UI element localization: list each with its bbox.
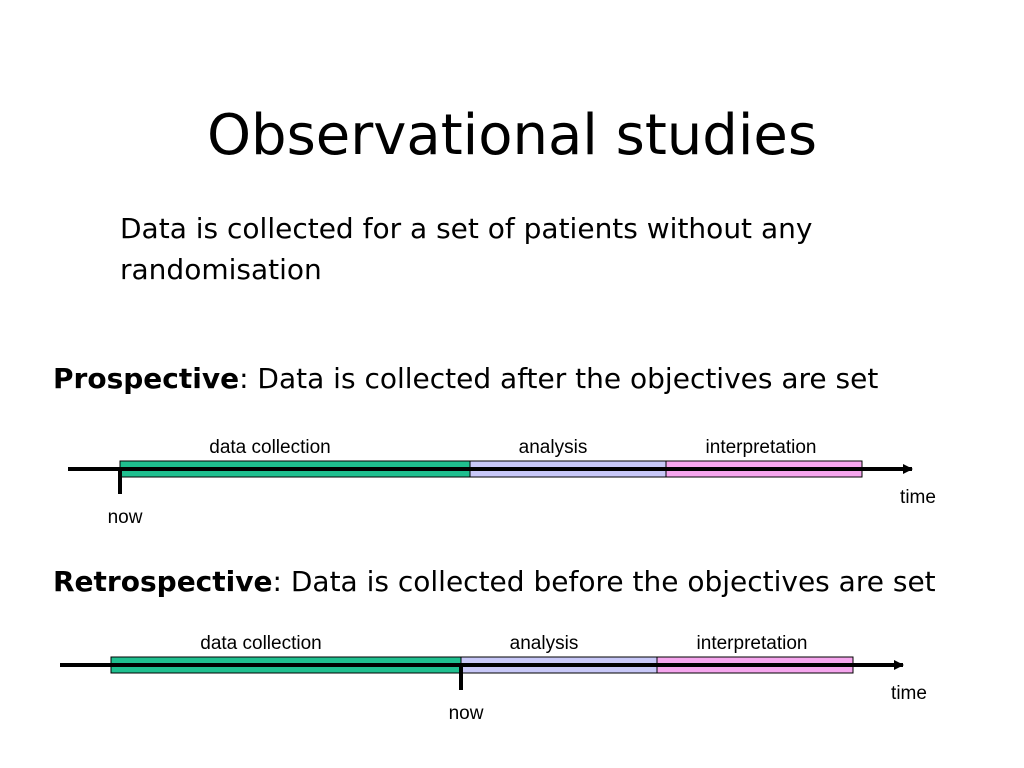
retrospective-phase-label: analysis [510, 633, 579, 654]
prospective-phase-label: data collection [209, 437, 330, 458]
prospective-now-label: now [108, 507, 143, 528]
prospective-phase-label: interpretation [706, 437, 817, 458]
retrospective-definition: : Data is collected before the objective… [272, 565, 936, 598]
prospective-term: Prospective [53, 362, 240, 395]
retrospective-now-label: now [449, 703, 484, 724]
prospective-heading: Prospective: Data is collected after the… [53, 362, 878, 396]
slide-title: Observational studies [206, 103, 818, 168]
retrospective-term: Retrospective [53, 565, 273, 598]
prospective-definition: : Data is collected after the objectives… [239, 362, 879, 395]
retrospective-heading: Retrospective: Data is collected before … [53, 565, 936, 599]
retrospective-time-label: time [891, 683, 927, 704]
intro-text: Data is collected for a set of patients … [120, 212, 813, 286]
prospective-time-label: time [900, 487, 936, 508]
prospective-timeline: data collection analysis interpretation … [68, 437, 936, 528]
retrospective-phase-label: interpretation [697, 633, 808, 654]
retrospective-phase-label: data collection [200, 633, 321, 654]
prospective-phase-label: analysis [519, 437, 588, 458]
retrospective-timeline: data collection analysis interpretation … [60, 633, 927, 724]
